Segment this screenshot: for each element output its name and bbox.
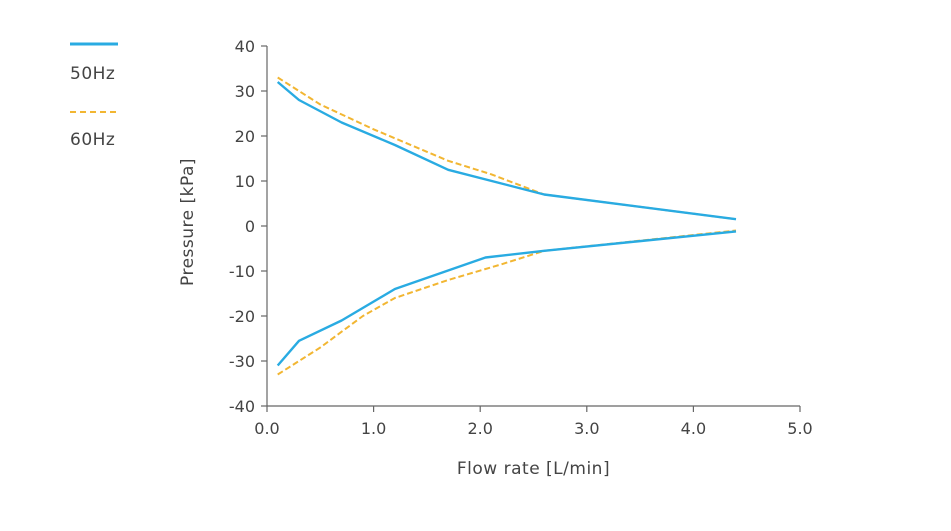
series-line-60hz-vacuum [277, 229, 737, 376]
x-tick-label: 1.0 [361, 419, 386, 438]
y-tick-label: 10 [235, 172, 255, 191]
legend-label-60hz: 60Hz [70, 130, 116, 150]
y-ticks: 40 30 20 10 0 -10 -20 -30 -40 [229, 37, 267, 416]
y-tick-label: -40 [229, 397, 255, 416]
y-tick-label: 30 [235, 82, 255, 101]
x-ticks: 0.0 1.0 2.0 3.0 4.0 5.0 [254, 406, 813, 438]
y-axis-title: Pressure [kPa] [178, 158, 198, 286]
y-tick-label: 20 [235, 127, 255, 146]
y-tick-label: -30 [229, 352, 255, 371]
axes [266, 46, 800, 407]
y-tick-label: 40 [235, 37, 255, 56]
series-line-50hz-pressure [276, 81, 737, 221]
y-tick-label: -10 [229, 262, 255, 281]
y-tick-label: 0 [245, 217, 255, 236]
series-line-50hz-vacuum [276, 230, 737, 367]
x-tick-label: 0.0 [254, 419, 279, 438]
series-group [276, 76, 737, 376]
y-tick-label: -20 [229, 307, 255, 326]
series-line-60hz-pressure [277, 76, 737, 221]
x-tick-label: 3.0 [574, 419, 599, 438]
x-tick-label: 4.0 [681, 419, 706, 438]
x-tick-label: 5.0 [787, 419, 812, 438]
x-tick-label: 2.0 [467, 419, 492, 438]
legend-swatch-60hz [70, 111, 118, 113]
legend-swatch-50hz [70, 42, 118, 46]
legend-label-50hz: 50Hz [70, 64, 116, 84]
x-axis-title: Flow rate [L/min] [457, 459, 610, 479]
